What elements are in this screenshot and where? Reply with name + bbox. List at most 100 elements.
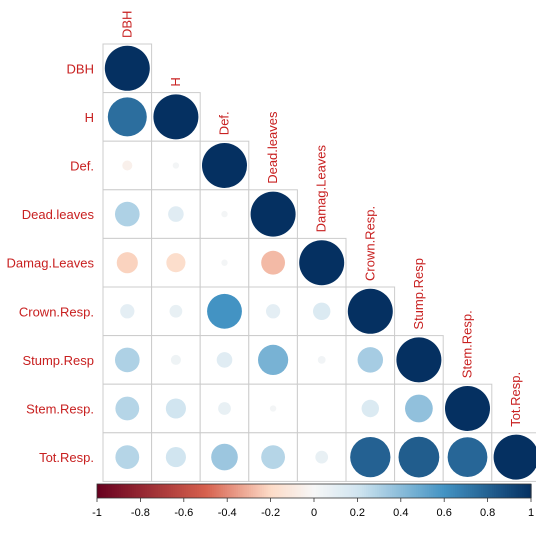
colorbar-segment [465,484,469,498]
colorbar-segment [498,484,502,498]
colorbar-segment [190,484,194,498]
row-labels: DBH H Def. Dead.leaves Damag.Leaves Crown.Res… [7,61,95,465]
colorbar-segment [290,484,293,498]
colorbar-segment [509,484,513,498]
colorbar-segment [118,484,122,498]
colorbar-segment [385,484,389,498]
grid-cell [248,237,298,288]
colorbar-segment [513,484,517,498]
colorbar-segment [528,484,532,498]
colorbar-segment [496,484,500,498]
colorbar-segment [357,484,361,498]
colorbar-segment [333,484,337,498]
colorbar-segment [316,484,319,498]
colorbar: -1 -0.8 -0.6 -0.4 -0.2 0 0.2 0.4 0.6 0.8 1 [92,483,534,519]
colorbar-segment [149,484,152,498]
colorbar-segment [218,484,222,498]
colorbar-segment [418,484,421,498]
corr-circle-Stump.Resp-H [170,354,181,365]
corr-circle-H-H [153,94,199,140]
colorbar-segment [188,484,191,498]
colorbar-segment [216,484,220,498]
corr-circle-Damag.Leaves-Damag.Leaves [299,240,345,286]
colorbar-tick-label: -1 [92,507,102,519]
colorbar-segment [175,484,178,498]
colorbar-tick-label: -0.6 [174,507,193,519]
colorbar-segment [309,484,313,498]
colorbar-segment [470,484,474,498]
row-label: Dead.leaves [22,207,95,222]
colorbar-segment [446,484,450,498]
colorbar-segment [526,484,530,498]
colorbar-segment [307,484,311,498]
colorbar-segment [105,484,109,498]
grid-cell [296,432,347,482]
corr-circle-Tot.Resp.-H [165,447,186,468]
corr-circle-Stump.Resp-Crown.Resp. [357,347,384,373]
colorbar-segment [433,484,437,498]
colorbar-segment [437,484,441,498]
column-label: DBH [119,11,134,38]
colorbar-segment [162,484,165,498]
colorbar-segment [114,484,118,498]
colorbar-segment [133,484,137,498]
colorbar-segment [359,484,363,498]
row-label: DBH [67,61,94,76]
colorbar-segment [103,484,107,498]
colorbar-segment [398,484,402,498]
colorbar-segment [201,484,204,498]
colorbar-segment [168,484,172,498]
colorbar-segment [231,484,235,498]
corr-circle-Stem.Resp.-Crown.Resp. [361,399,380,418]
colorbar-segment [476,484,480,498]
colorbar-segment [170,484,174,498]
colorbar-segment [314,484,317,498]
colorbar-segment [426,484,430,498]
corr-circle-Dead.leaves-H [168,206,184,222]
colorbar-tick-label: -0.8 [131,507,150,519]
colorbar-segment [131,484,135,498]
colorbar-segment [361,484,365,498]
colorbar-segment [389,484,393,498]
colorbar-segment [261,484,265,498]
colorbar-segment [507,484,510,498]
colorbar-segment [138,484,141,498]
colorbar-tick-label: 0.2 [350,507,365,519]
colorbar-segment [370,484,374,498]
colorbar-segment [242,484,246,498]
colorbar-segment [431,484,434,498]
colorbar-segment [324,484,328,498]
colorbar-segment [337,484,341,498]
corr-circle-Tot.Resp.-Stem.Resp. [447,437,488,477]
colorbar-segment [179,484,183,498]
colorbar-segment [268,484,272,498]
colorbar-segment [142,484,146,498]
colorbar-segment [383,484,387,498]
grid-cell [199,432,250,482]
colorbar-segment [461,484,465,498]
column-label: Stump.Resp [411,258,426,330]
corr-circle-Stem.Resp.-Def. [218,402,231,415]
colorbar-segment [107,484,111,498]
corr-circle-Tot.Resp.-Crown.Resp. [350,436,391,478]
colorbar-segment [335,484,339,498]
corr-circle-Crown.Resp.-Damag.Leaves [312,302,331,321]
colorbar-segment [270,484,274,498]
column-labels: DBH H Def. Dead.leaves Damag.Leaves Crown.Res… [119,11,523,427]
corr-circle-Damag.Leaves-DBH [116,252,138,274]
colorbar-segment [483,484,487,498]
colorbar-segment [379,484,382,498]
colorbar-segment [452,484,456,498]
colorbar-segment [450,484,454,498]
column-label: Damag.Leaves [314,144,329,232]
corr-circle-Stem.Resp.-DBH [115,396,140,421]
colorbar-segment [127,484,131,498]
colorbar-segment [251,484,254,498]
colorbar-segment [331,484,335,498]
colorbar-segment [409,484,413,498]
colorbar-segment [101,484,105,498]
colorbar-segment [355,484,358,498]
corr-circle-Def.-H [172,162,180,169]
colorbar-segment [420,484,424,498]
